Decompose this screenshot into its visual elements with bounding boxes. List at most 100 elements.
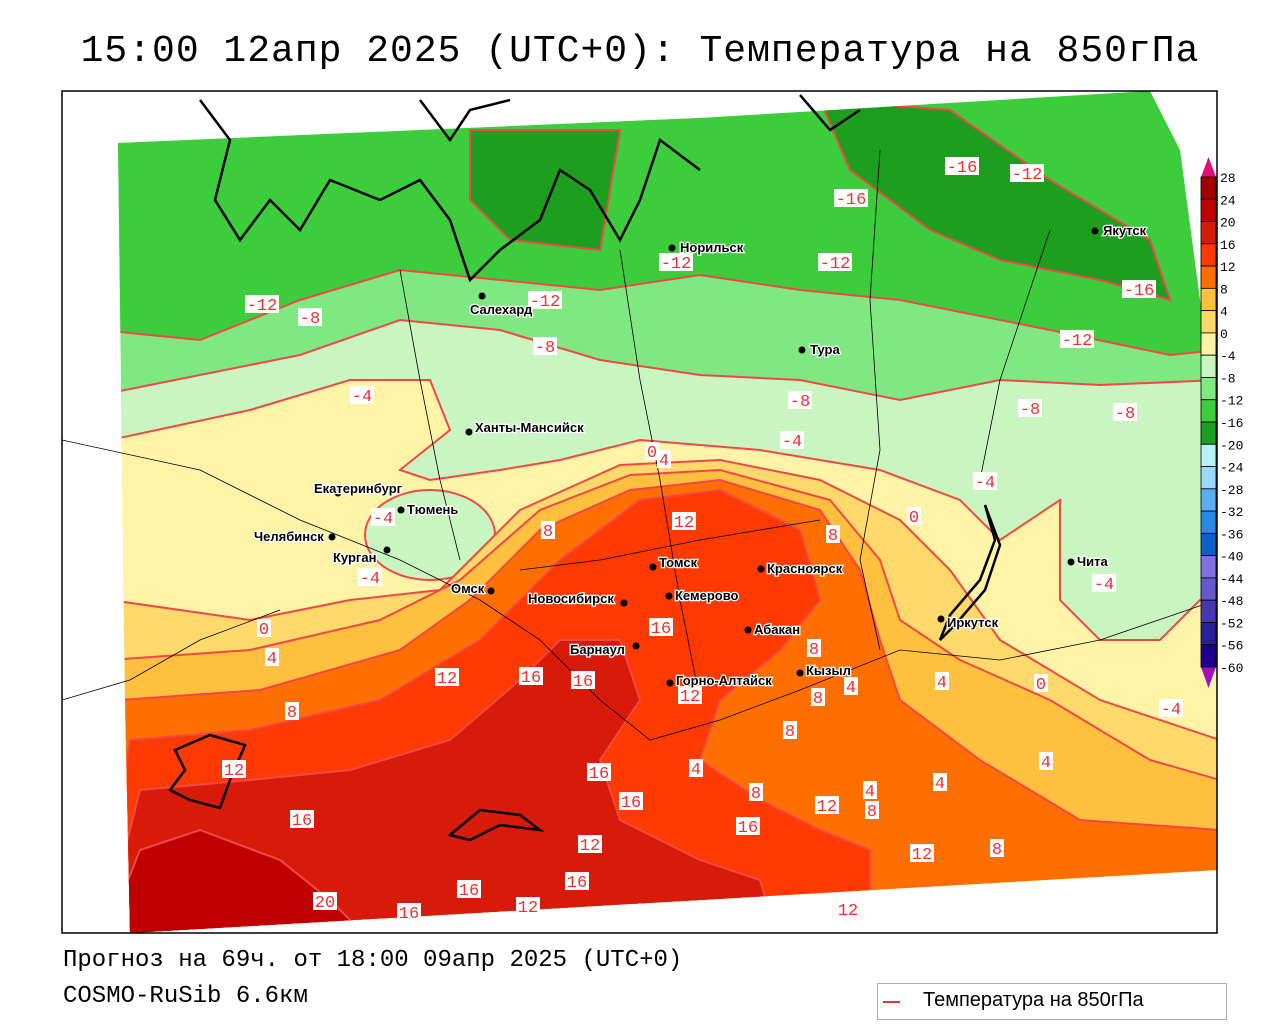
colorbar-tick-label: 16 xyxy=(1220,238,1236,253)
colorbar-tick-label: 12 xyxy=(1220,260,1236,275)
contour-label-bg xyxy=(265,648,279,666)
contour-label: 4 xyxy=(267,650,277,669)
contour-label-bg xyxy=(578,835,602,853)
city-dot xyxy=(487,587,495,595)
contour-label-bg xyxy=(910,844,934,862)
contour-label-bg xyxy=(1018,399,1042,417)
city-label: Красноярск xyxy=(767,561,843,576)
contour-label: -12 xyxy=(247,297,278,316)
legend-line-swatch xyxy=(883,1001,900,1003)
contour-label-bg xyxy=(788,391,812,409)
city-dot xyxy=(649,563,657,571)
colorbar-tick-label: -60 xyxy=(1220,661,1243,676)
contour-label: 16 xyxy=(567,874,587,893)
colorbar-swatch xyxy=(1200,198,1217,222)
city-label: Курган xyxy=(333,550,376,565)
contour-label-bg xyxy=(358,568,382,586)
contour-label-bg xyxy=(587,763,611,781)
lake-baikal xyxy=(938,504,1002,641)
contour-label-bg xyxy=(285,702,299,720)
city-label: Кызыл xyxy=(806,663,851,678)
contour-label: -12 xyxy=(661,255,692,274)
contour-label-bg xyxy=(397,903,421,921)
contour-label-bg xyxy=(736,817,760,835)
colorbar-tick-label: -16 xyxy=(1220,416,1243,431)
city-label: Томск xyxy=(659,555,698,570)
contour-label-bg xyxy=(815,796,839,814)
contour-label-bg xyxy=(689,759,703,777)
contour-label: 4 xyxy=(691,761,701,780)
contour-label: 8 xyxy=(992,841,1002,860)
city-dot xyxy=(665,592,673,600)
city-dot xyxy=(632,642,640,650)
region-boundaries xyxy=(62,149,1217,741)
colorbar-swatch xyxy=(1200,599,1217,623)
colorbar-tick-label: -24 xyxy=(1220,461,1244,476)
city-label: Ханты-Мансийск xyxy=(475,420,584,435)
colorbar-tick-label: -52 xyxy=(1220,616,1243,631)
contour-label: 8 xyxy=(287,704,297,723)
contour-label: 12 xyxy=(912,846,932,865)
contour-label-bg xyxy=(783,721,797,739)
city-dot xyxy=(397,506,405,514)
legend: Температура на 850гПа xyxy=(877,983,1227,1020)
colorbar-tick-label: 8 xyxy=(1220,282,1228,297)
contour-label: 12 xyxy=(674,514,694,533)
map-frame xyxy=(61,90,1218,934)
city-label: Челябинск xyxy=(254,529,324,544)
colorbar-swatch xyxy=(1200,443,1217,467)
contour-label-bg xyxy=(1092,574,1116,592)
contour-label-bg xyxy=(1010,164,1044,182)
contour-label-bg xyxy=(1122,280,1156,298)
colorbar-tick-label: 28 xyxy=(1220,171,1236,186)
city-dot xyxy=(666,679,674,687)
contour-label: -16 xyxy=(836,191,867,210)
contour-label: 12 xyxy=(817,798,837,817)
contour-label-bg xyxy=(257,619,271,637)
colorbar-tick-label: -12 xyxy=(1220,394,1243,409)
contour-label-bg xyxy=(811,688,825,706)
contour-label: 16 xyxy=(589,765,609,784)
contour-label-bg xyxy=(659,253,693,271)
contour-label: 16 xyxy=(573,673,593,692)
colorbar-over-triangle xyxy=(1201,157,1216,177)
contour-label: -8 xyxy=(535,339,555,358)
contour-label-bg xyxy=(457,880,481,898)
contour-label-bg xyxy=(541,521,555,539)
contour-label-bg xyxy=(519,667,543,685)
contour-label: 4 xyxy=(865,783,875,802)
contour-label-bg xyxy=(290,810,314,828)
city-label: Чита xyxy=(1077,554,1108,569)
contour-label-bg xyxy=(834,189,868,207)
contour-label: 8 xyxy=(813,690,823,709)
contour-label: -8 xyxy=(1020,401,1040,420)
city-dot xyxy=(757,565,765,573)
contour-label: 0 xyxy=(909,509,919,528)
city-dot xyxy=(334,489,342,497)
contour-label-bg xyxy=(836,900,860,918)
colorbar-swatch xyxy=(1200,577,1217,601)
contour-label-bg xyxy=(516,897,540,915)
contour-label-bg xyxy=(313,892,337,910)
contour-label-bg xyxy=(826,525,840,543)
colorbar-swatch xyxy=(1200,644,1217,668)
contour-label: 8 xyxy=(751,785,761,804)
contour-label: 16 xyxy=(459,882,479,901)
contour-label-bg xyxy=(678,686,702,704)
city-dot xyxy=(328,533,336,541)
city-dot xyxy=(796,669,804,677)
contour-label-bg xyxy=(990,839,1004,857)
contour-label: -8 xyxy=(790,393,810,412)
contour-label: 0 xyxy=(259,621,269,640)
contour-label-bg xyxy=(565,872,589,890)
contour-label: -12 xyxy=(1062,332,1093,351)
contour-label: 4 xyxy=(935,775,945,794)
contour-label: -16 xyxy=(947,159,978,178)
contour-label: -4 xyxy=(352,388,372,407)
city-label: Екатеринбург xyxy=(314,481,403,496)
colorbar-tick-label: -20 xyxy=(1220,438,1243,453)
contour-label: 8 xyxy=(785,723,795,742)
colorbar-swatch xyxy=(1200,221,1217,245)
